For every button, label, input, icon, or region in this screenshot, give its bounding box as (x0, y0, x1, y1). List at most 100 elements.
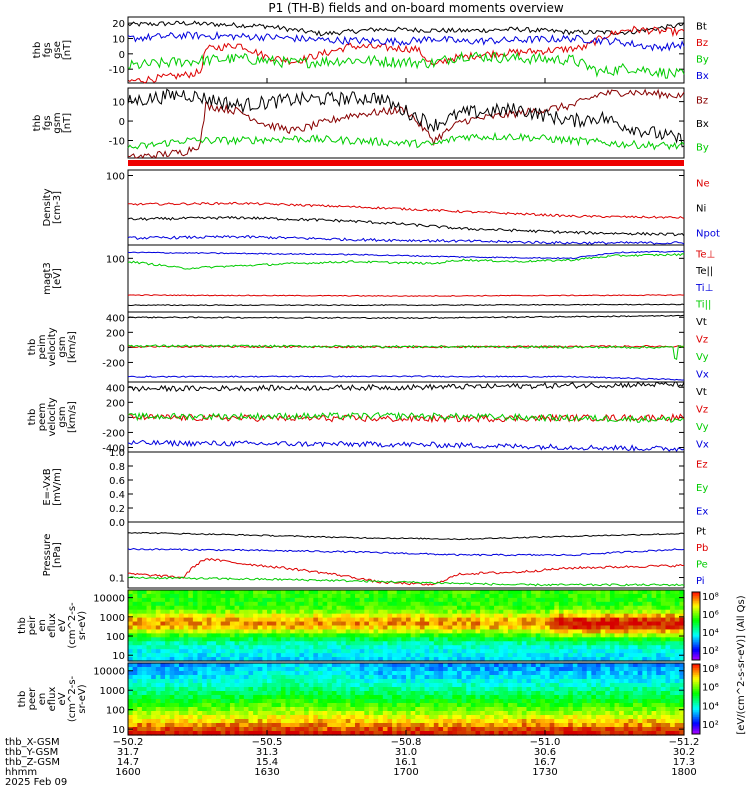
heatmap-cell (234, 649, 240, 654)
heatmap-cell (155, 699, 162, 704)
heatmap-cell (665, 617, 671, 623)
legend-entry: Pt (696, 526, 706, 537)
heatmap-cell (563, 679, 569, 684)
heatmap-cell (299, 617, 305, 623)
heatmap-cell (392, 671, 398, 676)
heatmap-cell (373, 675, 379, 680)
heatmap-cell (586, 723, 592, 728)
heatmap-cell (183, 629, 189, 634)
heatmap-cell (568, 601, 574, 607)
heatmap-cell (586, 727, 592, 732)
heatmap-cell (387, 711, 393, 716)
heatmap-cell (572, 641, 579, 646)
heatmap-cell (470, 663, 477, 668)
heatmap-cell (549, 711, 555, 716)
heatmap-cell (341, 679, 347, 684)
heatmap-cell (382, 719, 389, 724)
heatmap-cell (646, 715, 653, 720)
heatmap-cell (461, 723, 467, 728)
heatmap-cell (355, 597, 361, 603)
heatmap-cell (545, 613, 551, 619)
heatmap-cell (424, 593, 430, 599)
heatmap-cell (132, 727, 138, 732)
heatmap-cell (489, 641, 495, 646)
mode-bar (128, 160, 684, 166)
heatmap-cell (183, 731, 189, 736)
heatmap-cell (160, 727, 166, 732)
heatmap-cell (220, 597, 226, 603)
heatmap-cell (646, 633, 653, 638)
heatmap-cell (322, 719, 328, 724)
heatmap-cell (470, 675, 477, 680)
heatmap-cell (225, 613, 231, 619)
heatmap-cell (355, 621, 361, 627)
heatmap-cell (433, 649, 440, 654)
heatmap-cell (605, 609, 611, 615)
heatmap-cell (406, 617, 412, 623)
heatmap-cell (582, 629, 588, 634)
heatmap-cell (642, 703, 648, 708)
heatmap-cell (128, 699, 134, 704)
heatmap-cell (350, 691, 356, 696)
heatmap-cell (392, 613, 398, 619)
heatmap-cell (480, 621, 486, 627)
heatmap-cell (419, 645, 426, 650)
heatmap-cell (243, 663, 250, 668)
heatmap-cell (151, 715, 157, 720)
series-line (127, 531, 685, 541)
heatmap-cell (582, 675, 588, 680)
heatmap-cell (410, 667, 416, 672)
heatmap-cell (137, 671, 143, 676)
heatmap-cell (517, 703, 523, 708)
heatmap-cell (229, 641, 236, 646)
y-tick-label: 200 (106, 328, 125, 339)
heatmap-cell (313, 703, 319, 708)
heatmap-cell (276, 641, 282, 646)
heatmap-cell (327, 590, 333, 595)
heatmap-cell (563, 731, 569, 736)
colorbar-tick-label: 10² (702, 720, 719, 731)
heatmap-cell (285, 590, 291, 595)
heatmap-cell (484, 637, 490, 642)
heatmap-cell (322, 593, 328, 599)
heatmap-cell (197, 617, 203, 623)
heatmap-cell (313, 641, 319, 646)
heatmap-cell (452, 707, 458, 712)
heatmap-cell (633, 711, 639, 716)
heatmap-cell (151, 645, 157, 650)
heatmap-cell (605, 707, 611, 712)
heatmap-cell (382, 687, 389, 692)
heatmap-cell (582, 687, 588, 692)
heatmap-cell (216, 621, 222, 627)
heatmap-cell (248, 703, 254, 708)
heatmap-cell (628, 727, 634, 732)
heatmap-cell (614, 637, 620, 642)
heatmap-cell (507, 609, 514, 615)
y-tick-label: 200 (106, 398, 125, 409)
heatmap-cell (591, 657, 597, 662)
heatmap-cell (619, 653, 625, 658)
heatmap-cell (202, 645, 208, 650)
heatmap-cell (336, 597, 342, 603)
heatmap-cell (646, 727, 653, 732)
heatmap-cell (415, 727, 421, 732)
heatmap-cell (498, 625, 504, 631)
heatmap-cell (540, 633, 546, 638)
heatmap-cell (141, 691, 148, 696)
heatmap-cell (558, 597, 565, 603)
heatmap-cell (572, 703, 579, 708)
heatmap-cell (438, 699, 444, 704)
heatmap-cell (424, 663, 430, 668)
heatmap-cell (290, 597, 296, 603)
y-tick-label: 10 (112, 98, 125, 109)
heatmap-cell (206, 703, 212, 708)
heatmap-cell (577, 731, 583, 736)
heatmap-cell (396, 723, 402, 728)
heatmap-cell (276, 687, 282, 692)
heatmap-cell (498, 663, 504, 668)
colorbar-cell (692, 624, 700, 627)
heatmap-cell (642, 699, 648, 704)
heatmap-cell (498, 645, 504, 650)
y-axis-label: [eV] (52, 268, 63, 289)
heatmap-cell (646, 590, 653, 595)
